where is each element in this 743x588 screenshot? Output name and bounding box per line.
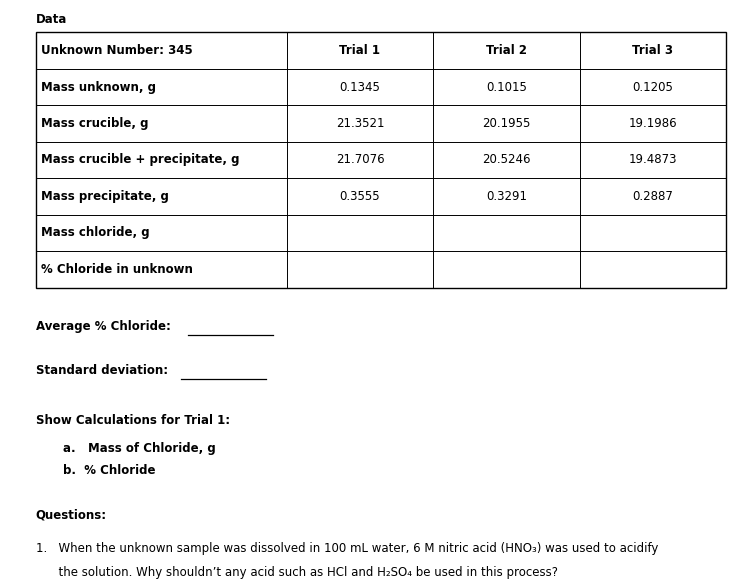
Text: Mass precipitate, g: Mass precipitate, g	[41, 190, 169, 203]
Text: Mass chloride, g: Mass chloride, g	[41, 226, 149, 239]
Text: Trial 1: Trial 1	[340, 44, 380, 57]
Text: 19.4873: 19.4873	[629, 153, 677, 166]
Text: Show Calculations for Trial 1:: Show Calculations for Trial 1:	[36, 414, 230, 427]
Text: Trial 3: Trial 3	[632, 44, 673, 57]
Text: Trial 2: Trial 2	[486, 44, 527, 57]
Bar	[36, 32, 726, 288]
Text: 1.   When the unknown sample was dissolved in 100 mL water, 6 M nitric acid (HNO: 1. When the unknown sample was dissolved…	[36, 542, 658, 555]
Text: 0.2887: 0.2887	[632, 190, 673, 203]
Text: Standard deviation:: Standard deviation:	[36, 364, 168, 377]
Text: 19.1986: 19.1986	[629, 117, 677, 130]
Text: the solution. Why shouldn’t any acid such as HCl and H₂SO₄ be used in this proce: the solution. Why shouldn’t any acid suc…	[36, 566, 558, 579]
Text: Average % Chloride:: Average % Chloride:	[36, 320, 171, 333]
Text: 0.1205: 0.1205	[632, 81, 673, 93]
Text: 0.1015: 0.1015	[486, 81, 527, 93]
Text: Mass unknown, g: Mass unknown, g	[41, 81, 156, 93]
Text: 0.3555: 0.3555	[340, 190, 380, 203]
Text: Questions:: Questions:	[36, 508, 107, 521]
Text: b.  % Chloride: b. % Chloride	[63, 464, 155, 477]
Text: 21.7076: 21.7076	[336, 153, 384, 166]
Text: 20.5246: 20.5246	[482, 153, 531, 166]
Text: a.   Mass of Chloride, g: a. Mass of Chloride, g	[63, 442, 216, 455]
Text: 20.1955: 20.1955	[482, 117, 531, 130]
Text: 0.3291: 0.3291	[486, 190, 527, 203]
Text: Unknown Number: 345: Unknown Number: 345	[41, 44, 192, 57]
Text: % Chloride in unknown: % Chloride in unknown	[41, 263, 192, 276]
Text: 21.3521: 21.3521	[336, 117, 384, 130]
Text: Data: Data	[36, 13, 67, 26]
Text: 0.1345: 0.1345	[340, 81, 380, 93]
Text: Mass crucible, g: Mass crucible, g	[41, 117, 149, 130]
Text: Mass crucible + precipitate, g: Mass crucible + precipitate, g	[41, 153, 239, 166]
